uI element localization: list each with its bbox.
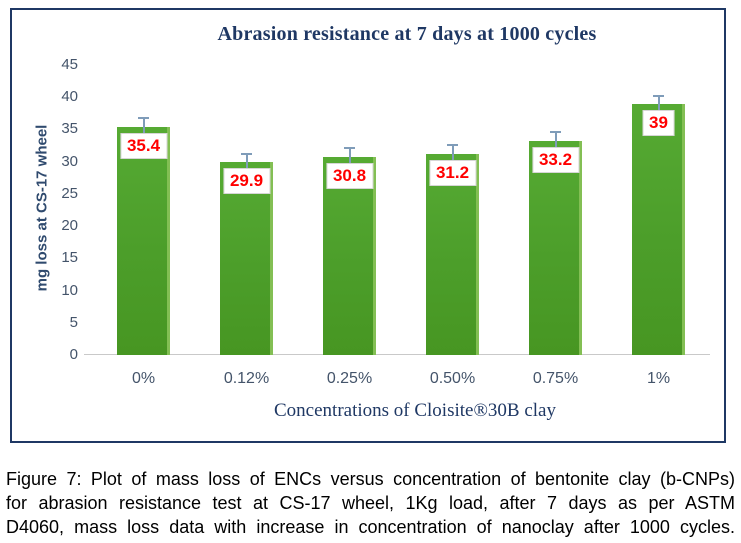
bar-value-label: 29.9 [222, 168, 271, 195]
figure-caption-line: Figure 7: Plot of mass loss of ENCs vers… [6, 469, 735, 489]
error-bar-cap [550, 131, 561, 134]
error-bar-cap [344, 147, 355, 150]
y-axis-tick-label: 0 [69, 346, 78, 363]
y-axis-tick-label: 45 [61, 56, 78, 73]
error-bar [451, 144, 454, 162]
bar [220, 162, 273, 355]
bar-value-label: 35.4 [119, 132, 168, 159]
chart-title: Abrasion resistance at 7 days at 1000 cy… [217, 23, 597, 45]
error-bar [245, 152, 248, 171]
y-axis-tick-label: 15 [61, 249, 78, 267]
x-axis-tick-label: 0.50% [429, 370, 476, 387]
figure-caption-line: D4060, mass loss data with increase in c… [6, 517, 735, 537]
error-bar-cap [653, 95, 664, 98]
bar [529, 141, 582, 355]
x-axis-line [84, 354, 710, 355]
figure-caption: Figure 7: Plot of mass loss of ENCs vers… [6, 467, 735, 539]
x-axis-tick-label: 0% [131, 370, 156, 387]
y-axis-tick-label: 35 [61, 120, 78, 138]
bar [632, 103, 685, 355]
bar [426, 153, 479, 355]
x-axis-tick-label: 1% [646, 370, 671, 387]
y-axis-tick-label: 30 [61, 152, 78, 170]
y-axis-tick-label: 25 [61, 184, 78, 202]
error-bar [348, 147, 351, 165]
x-axis-title: Concentrations of Cloisite®30B clay [274, 400, 556, 421]
y-axis-tick-label: 20 [61, 217, 78, 235]
error-bar-cap [447, 144, 458, 147]
bar [117, 126, 170, 355]
y-axis-tick-label: 40 [61, 88, 78, 106]
error-bar [142, 116, 145, 135]
figure-caption-line: for abrasion resistance test at CS-17 wh… [6, 493, 735, 513]
x-axis-tick-label: 0.12% [223, 370, 270, 387]
bar-value-label: 39 [642, 109, 675, 136]
y-axis-tick-label: 10 [61, 281, 78, 299]
error-bar [657, 95, 660, 112]
x-axis-tick-label: 0.25% [326, 370, 373, 387]
bar-value-label: 33.2 [531, 147, 580, 174]
error-bar-cap [241, 152, 252, 155]
plot-area: 35.4 0% 29.9 0.12% 30.8 0.25% 31.2 0.50% 33.2 0.7… [84, 65, 710, 387]
bar-value-label: 31.2 [428, 159, 477, 186]
error-bar [554, 131, 557, 150]
x-axis-tick-label: 0.75% [532, 370, 579, 387]
error-bar-cap [138, 116, 149, 119]
bar [323, 156, 376, 355]
y-axis-tick-label: 5 [69, 313, 78, 331]
chart-frame: Abrasion resistance at 7 days at 1000 cy… [10, 8, 726, 443]
bar-value-label: 30.8 [325, 162, 374, 189]
